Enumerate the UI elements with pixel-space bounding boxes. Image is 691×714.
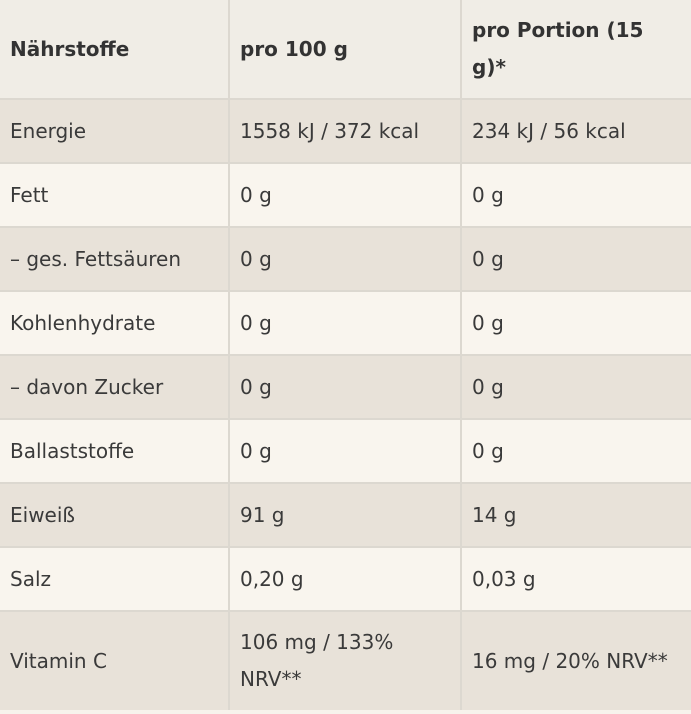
value-per-100g: 0 g: [228, 354, 462, 420]
value-per-portion: 0 g: [460, 226, 691, 292]
nutrient-name: Ballaststoffe: [0, 418, 230, 484]
value-per-100g: 0 g: [228, 226, 462, 292]
table-row: – davon Zucker 0 g 0 g: [0, 354, 691, 420]
value-per-portion: 14 g: [460, 482, 691, 548]
value-per-portion: 0 g: [460, 354, 691, 420]
value-per-portion: 234 kJ / 56 kcal: [460, 98, 691, 164]
header-per-portion: pro Portion (15 g)*: [460, 0, 691, 100]
nutrient-name: Vitamin C: [0, 610, 230, 710]
table-row: Vitamin C 106 mg / 133% NRV** 16 mg / 20…: [0, 610, 691, 710]
value-per-portion: 16 mg / 20% NRV**: [460, 610, 691, 710]
value-per-100g: 106 mg / 133% NRV**: [228, 610, 462, 710]
header-nutrients: Nährstoffe: [0, 0, 230, 100]
nutrient-name: – davon Zucker: [0, 354, 230, 420]
value-per-portion: 0,03 g: [460, 546, 691, 612]
value-per-portion: 0 g: [460, 418, 691, 484]
table-row: – ges. Fettsäuren 0 g 0 g: [0, 226, 691, 292]
nutrient-name: Salz: [0, 546, 230, 612]
value-per-100g: 1558 kJ / 372 kcal: [228, 98, 462, 164]
value-per-portion: 0 g: [460, 162, 691, 228]
value-per-portion: 0 g: [460, 290, 691, 356]
table-row: Salz 0,20 g 0,03 g: [0, 546, 691, 612]
header-per-100g: pro 100 g: [228, 0, 462, 100]
nutrient-name: Fett: [0, 162, 230, 228]
value-per-100g: 0 g: [228, 162, 462, 228]
table-row: Ballaststoffe 0 g 0 g: [0, 418, 691, 484]
header-row: Nährstoffe pro 100 g pro Portion (15 g)*: [0, 0, 691, 100]
value-per-100g: 0 g: [228, 418, 462, 484]
nutrient-name: Eiweiß: [0, 482, 230, 548]
nutrient-name: Kohlenhydrate: [0, 290, 230, 356]
table-row: Energie 1558 kJ / 372 kcal 234 kJ / 56 k…: [0, 98, 691, 164]
nutrient-name: Energie: [0, 98, 230, 164]
value-per-100g: 91 g: [228, 482, 462, 548]
nutrient-name: – ges. Fettsäuren: [0, 226, 230, 292]
table-row: Eiweiß 91 g 14 g: [0, 482, 691, 548]
value-per-100g: 0,20 g: [228, 546, 462, 612]
value-per-100g: 0 g: [228, 290, 462, 356]
table-row: Kohlenhydrate 0 g 0 g: [0, 290, 691, 356]
table-row: Fett 0 g 0 g: [0, 162, 691, 228]
